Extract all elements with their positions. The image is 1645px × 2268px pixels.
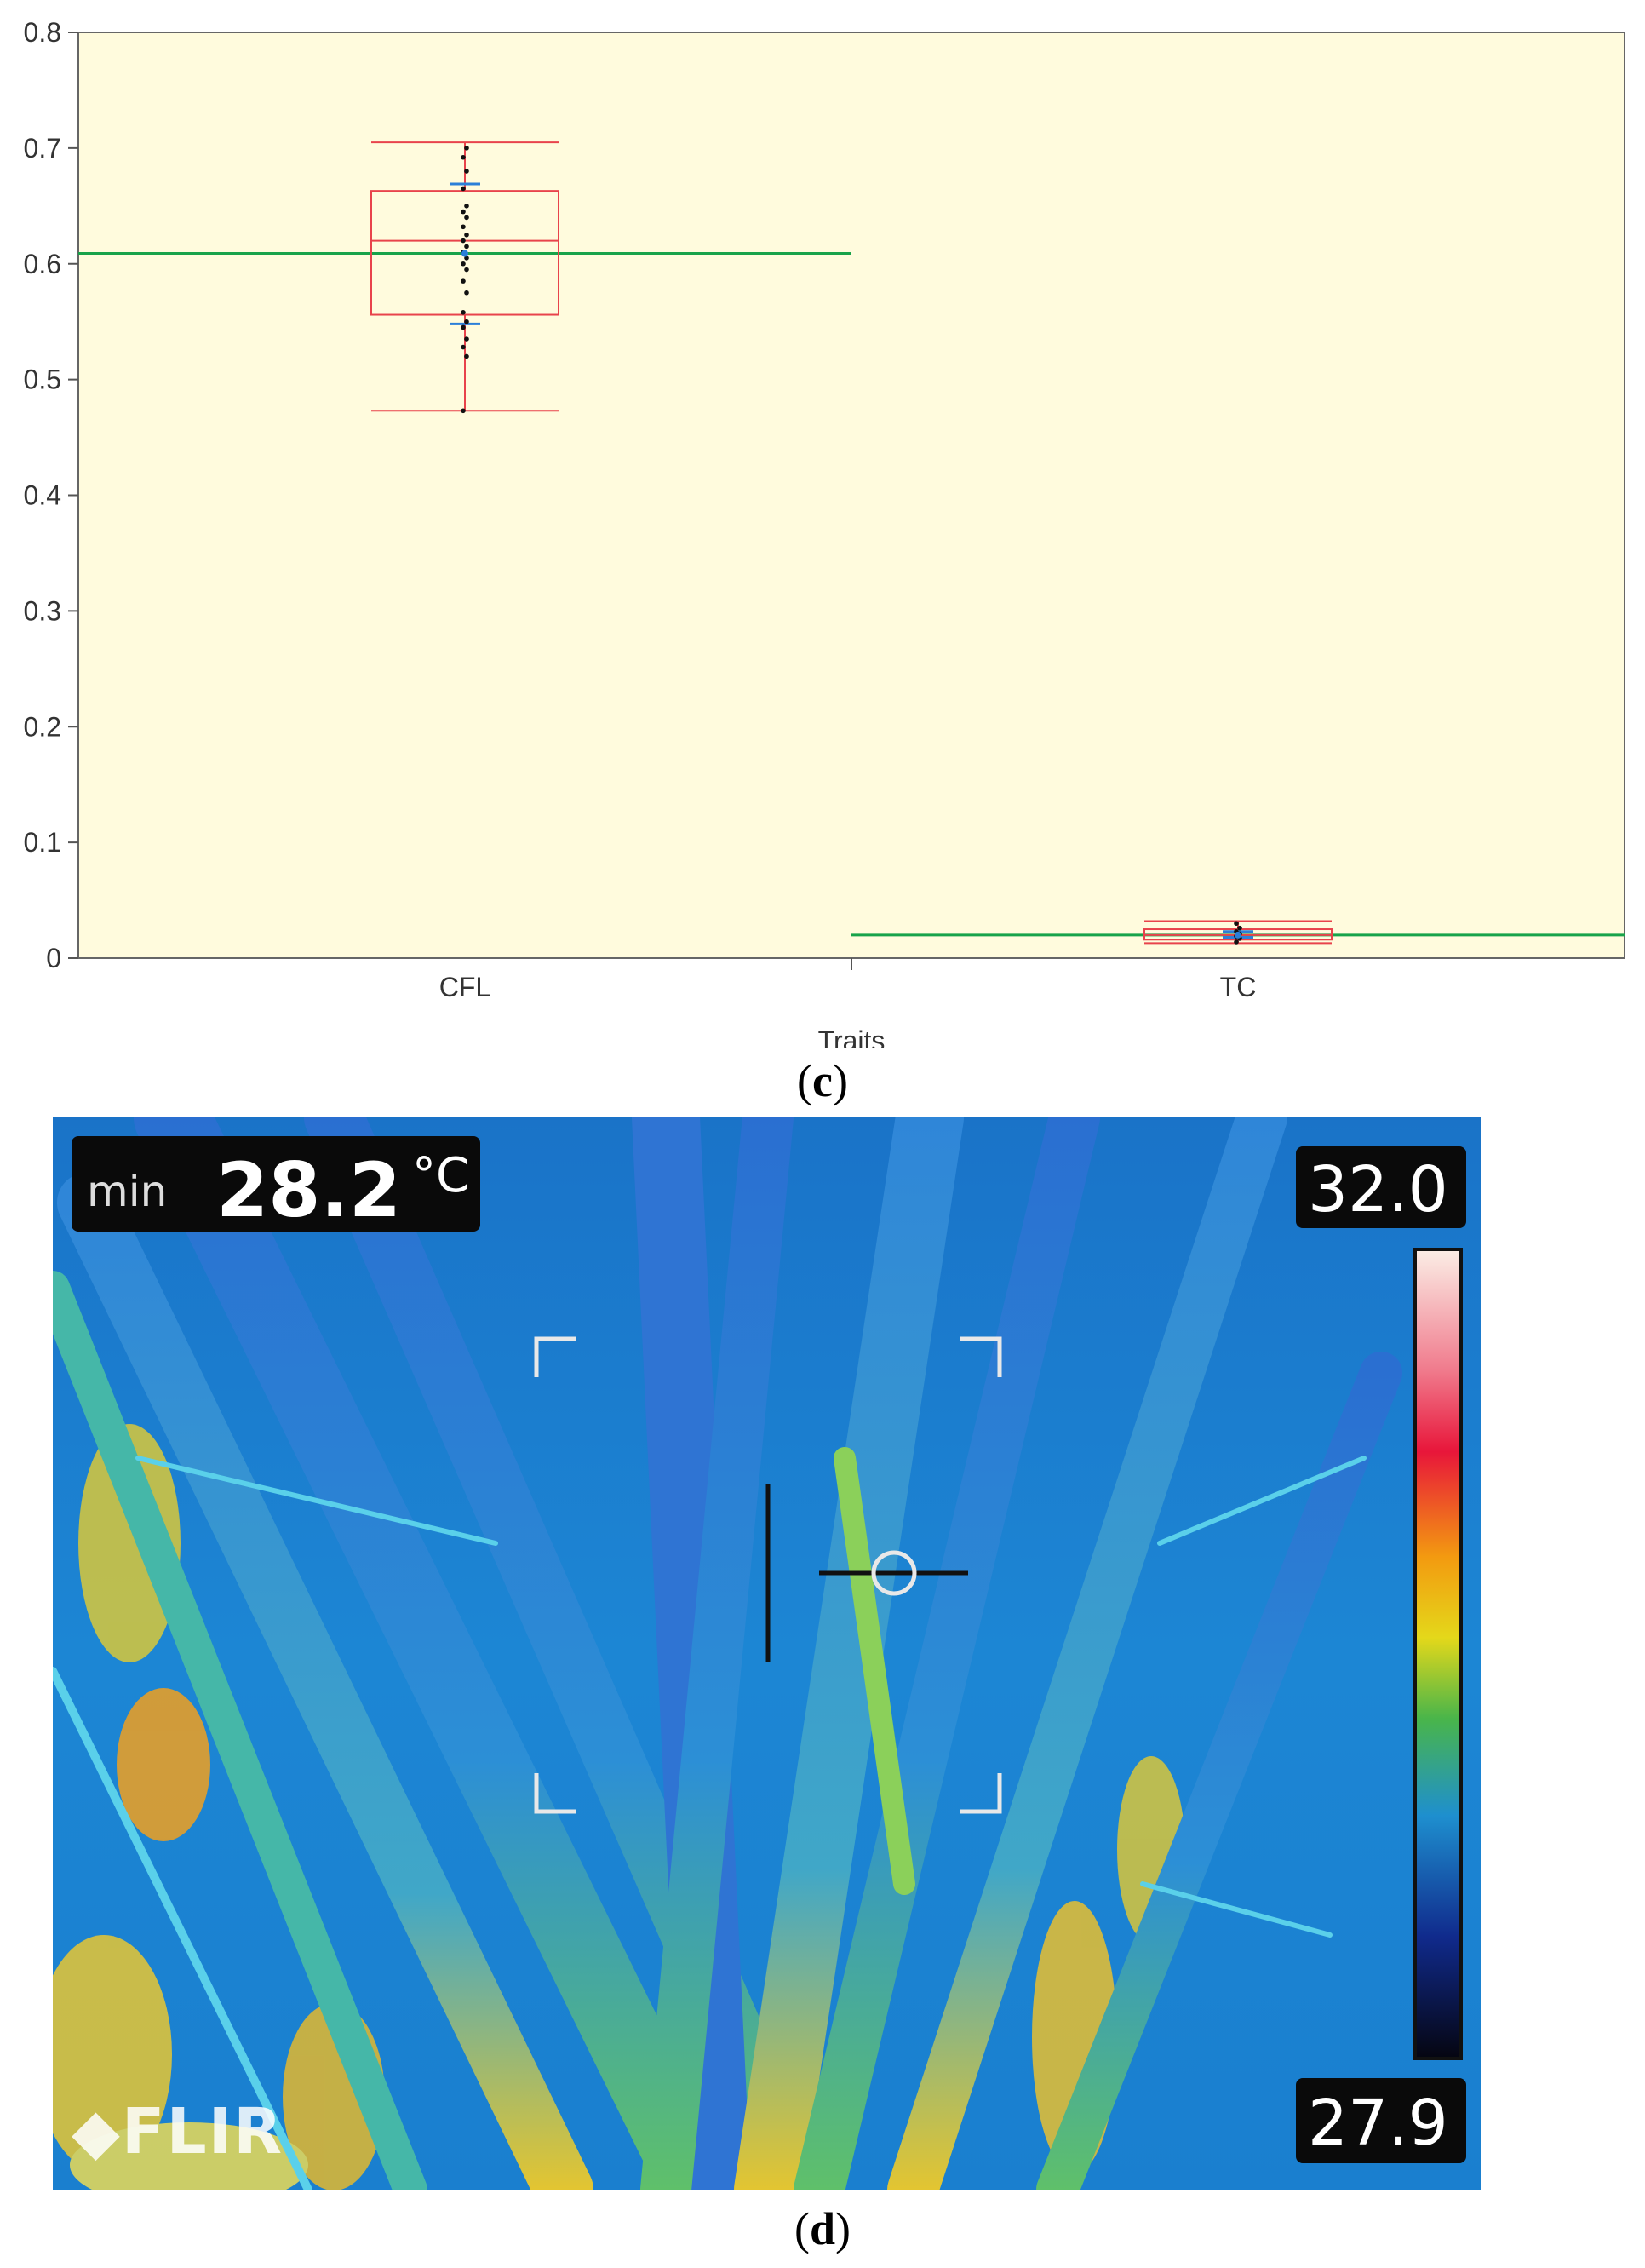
y-tick-label: 0.2 [24,711,61,742]
plot-area [77,32,1625,959]
iqr-box [370,190,559,316]
y-tick-label: 0.5 [24,365,61,395]
thermal-scene [53,1117,1481,2190]
leaf-strokes [53,1117,1402,2190]
data-point [461,278,466,284]
caption-c: (c) [797,1055,848,1106]
y-tick-label: 0.8 [24,17,61,48]
data-point [464,290,469,296]
data-point [464,353,469,359]
flir-logo-text: FLIR [121,2095,284,2168]
y-tick-label: 0 [46,943,61,973]
y-axis: 0 0.1 0.2 0.3 0.4 0.5 0.6 0.7 0.8 [24,17,78,973]
data-point [464,319,469,324]
data-point [464,204,469,209]
mean-marker [461,250,468,257]
data-point [461,324,466,330]
caption-d-letter: d [809,2203,836,2254]
data-point [464,146,469,151]
scale-max-box: 32.0 [1296,1146,1466,1228]
data-point [461,238,466,244]
measurement-frame [534,1336,1002,1814]
flir-logo: ◆FLIR [72,2095,284,2168]
y-tick-label: 0.4 [24,480,61,511]
x-tick-label: TC [1220,972,1257,1002]
data-point [461,344,466,350]
temperature-unit: °C [412,1148,470,1203]
data-point [461,224,466,230]
thermal-image: min 28.2 °C 32.0 27.9 ◆FLIR [53,1117,1481,2190]
y-tick-label: 0.1 [24,827,61,858]
min-temperature-value: 28.2 [216,1146,402,1234]
data-point [461,310,466,315]
caption-d: (d) [794,2203,851,2254]
box-cfl [370,141,559,414]
color-scale-bar [1413,1248,1463,2060]
x-axis: CFL TC [439,958,1257,1002]
data-point [461,408,466,414]
min-label: min [87,1167,168,1216]
data-point [464,169,469,174]
data-point [464,215,469,221]
y-tick-label: 0.7 [24,133,61,164]
caption-c-letter: c [812,1055,833,1106]
data-point [461,154,466,160]
x-axis-label: Traits [818,1025,886,1048]
data-point [464,232,469,238]
data-point [461,209,466,215]
y-tick-label: 0.3 [24,595,61,626]
box-tc [1143,920,1333,945]
data-point [464,267,469,273]
data-point [464,256,469,261]
data-point [464,336,469,342]
data-point [464,244,469,250]
scale-max-value: 32.0 [1308,1153,1448,1226]
crosshair-icon [765,1484,968,1662]
scale-min-value: 27.9 [1308,2087,1448,2160]
box-plot-chart: 0 0.1 0.2 0.3 0.4 0.5 0.6 0.7 0.8 CFL TC Traits [24,17,1625,1048]
data-point [461,186,466,192]
data-point [1234,939,1239,945]
data-point [1234,921,1239,927]
mean-marker [1235,931,1241,939]
flir-diamond-icon: ◆ [72,2095,122,2168]
scale-min-box: 27.9 [1296,2078,1466,2163]
y-tick-label: 0.6 [24,249,61,279]
x-tick-label: CFL [439,972,490,1002]
data-point [461,261,466,267]
min-temperature-box: min 28.2 °C [72,1136,480,1234]
box-elements [370,141,1333,945]
data-point [1237,925,1242,931]
